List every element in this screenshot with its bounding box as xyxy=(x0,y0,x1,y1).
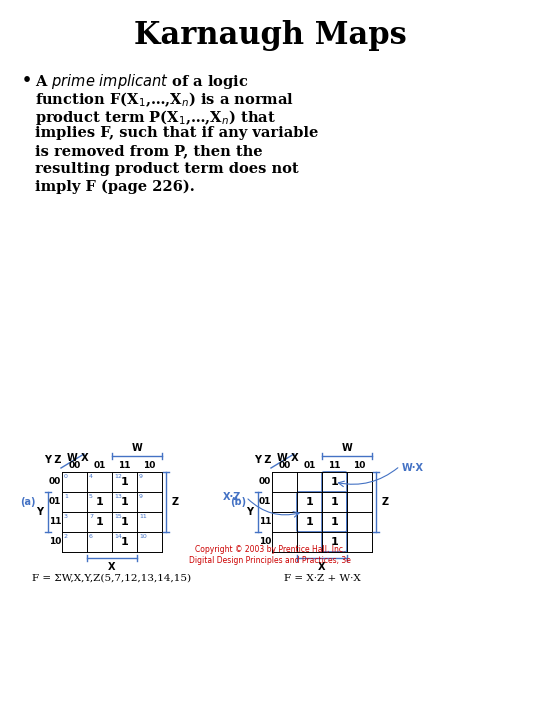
Text: 3: 3 xyxy=(64,514,68,519)
Text: 11: 11 xyxy=(49,518,61,526)
Text: 00: 00 xyxy=(49,477,61,487)
Text: function F(X$_1$,…,X$_n$) is a normal: function F(X$_1$,…,X$_n$) is a normal xyxy=(35,90,294,109)
Text: Y Z: Y Z xyxy=(44,455,62,465)
Text: X: X xyxy=(318,562,326,572)
Text: 1: 1 xyxy=(306,517,313,527)
Text: 11: 11 xyxy=(139,514,147,519)
Text: 1: 1 xyxy=(330,517,339,527)
Text: 11: 11 xyxy=(118,462,131,470)
Text: 1: 1 xyxy=(64,494,68,499)
Text: Y: Y xyxy=(246,507,253,517)
Text: 1: 1 xyxy=(120,517,129,527)
Text: 10: 10 xyxy=(353,462,366,470)
Text: 15: 15 xyxy=(114,514,122,519)
Text: 01: 01 xyxy=(93,462,106,470)
Text: 01: 01 xyxy=(49,498,61,506)
Text: 11: 11 xyxy=(259,518,271,526)
Text: W X: W X xyxy=(277,453,299,463)
Text: 2: 2 xyxy=(64,534,68,539)
Text: 00: 00 xyxy=(279,462,291,470)
Text: 9: 9 xyxy=(139,494,143,499)
Text: A $\it{prime\ implicant}$ of a logic: A $\it{prime\ implicant}$ of a logic xyxy=(35,72,249,91)
Text: 10: 10 xyxy=(143,462,156,470)
Text: 1: 1 xyxy=(120,537,129,547)
Text: imply F (page 226).: imply F (page 226). xyxy=(35,180,195,194)
Text: W·X: W·X xyxy=(402,463,424,473)
Text: 01: 01 xyxy=(259,498,271,506)
Text: 1: 1 xyxy=(330,497,339,507)
Text: W: W xyxy=(132,443,143,453)
Text: 1: 1 xyxy=(96,497,103,507)
Text: F = ΣW,X,Y,Z(5,7,12,13,14,15): F = ΣW,X,Y,Z(5,7,12,13,14,15) xyxy=(32,574,192,583)
Text: X: X xyxy=(108,562,116,572)
Text: Copyright © 2003 by Prentice Hall, Inc.
Digital Design Principles and Practices,: Copyright © 2003 by Prentice Hall, Inc. … xyxy=(189,545,351,564)
Text: 11: 11 xyxy=(328,462,341,470)
Text: Karnaugh Maps: Karnaugh Maps xyxy=(133,20,407,51)
Text: 0: 0 xyxy=(64,474,68,479)
Text: 12: 12 xyxy=(114,474,122,479)
Text: 00: 00 xyxy=(69,462,80,470)
Text: 6: 6 xyxy=(89,534,93,539)
Text: resulting product term does not: resulting product term does not xyxy=(35,162,299,176)
Text: 7: 7 xyxy=(89,514,93,519)
Text: W X: W X xyxy=(67,453,89,463)
Text: 1: 1 xyxy=(306,497,313,507)
Text: F = X·Z + W·X: F = X·Z + W·X xyxy=(284,574,360,583)
Text: implies F, such that if any variable: implies F, such that if any variable xyxy=(35,126,319,140)
Text: •: • xyxy=(22,72,32,89)
Text: 4: 4 xyxy=(89,474,93,479)
Text: Z: Z xyxy=(381,497,389,507)
Text: Z: Z xyxy=(171,497,179,507)
Text: 9: 9 xyxy=(139,474,143,479)
Text: 10: 10 xyxy=(49,538,61,546)
Text: 1: 1 xyxy=(120,477,129,487)
Text: 5: 5 xyxy=(89,494,93,499)
Text: 10: 10 xyxy=(259,538,271,546)
Text: 14: 14 xyxy=(114,534,122,539)
Text: (b): (b) xyxy=(230,497,246,507)
Text: is removed from P, then the: is removed from P, then the xyxy=(35,144,262,158)
Text: 1: 1 xyxy=(330,537,339,547)
Text: 01: 01 xyxy=(303,462,316,470)
Text: 1: 1 xyxy=(96,517,103,527)
Text: Y Z: Y Z xyxy=(254,455,272,465)
Text: 10: 10 xyxy=(139,534,147,539)
Text: 1: 1 xyxy=(330,477,339,487)
Text: Y: Y xyxy=(37,507,44,517)
Text: X·Z: X·Z xyxy=(223,492,241,502)
Text: 00: 00 xyxy=(259,477,271,487)
Text: (a): (a) xyxy=(20,497,36,507)
Text: W: W xyxy=(342,443,353,453)
Text: product term P(X$_1$,…,X$_n$) that: product term P(X$_1$,…,X$_n$) that xyxy=(35,108,276,127)
Text: 13: 13 xyxy=(114,494,122,499)
Text: 1: 1 xyxy=(120,497,129,507)
